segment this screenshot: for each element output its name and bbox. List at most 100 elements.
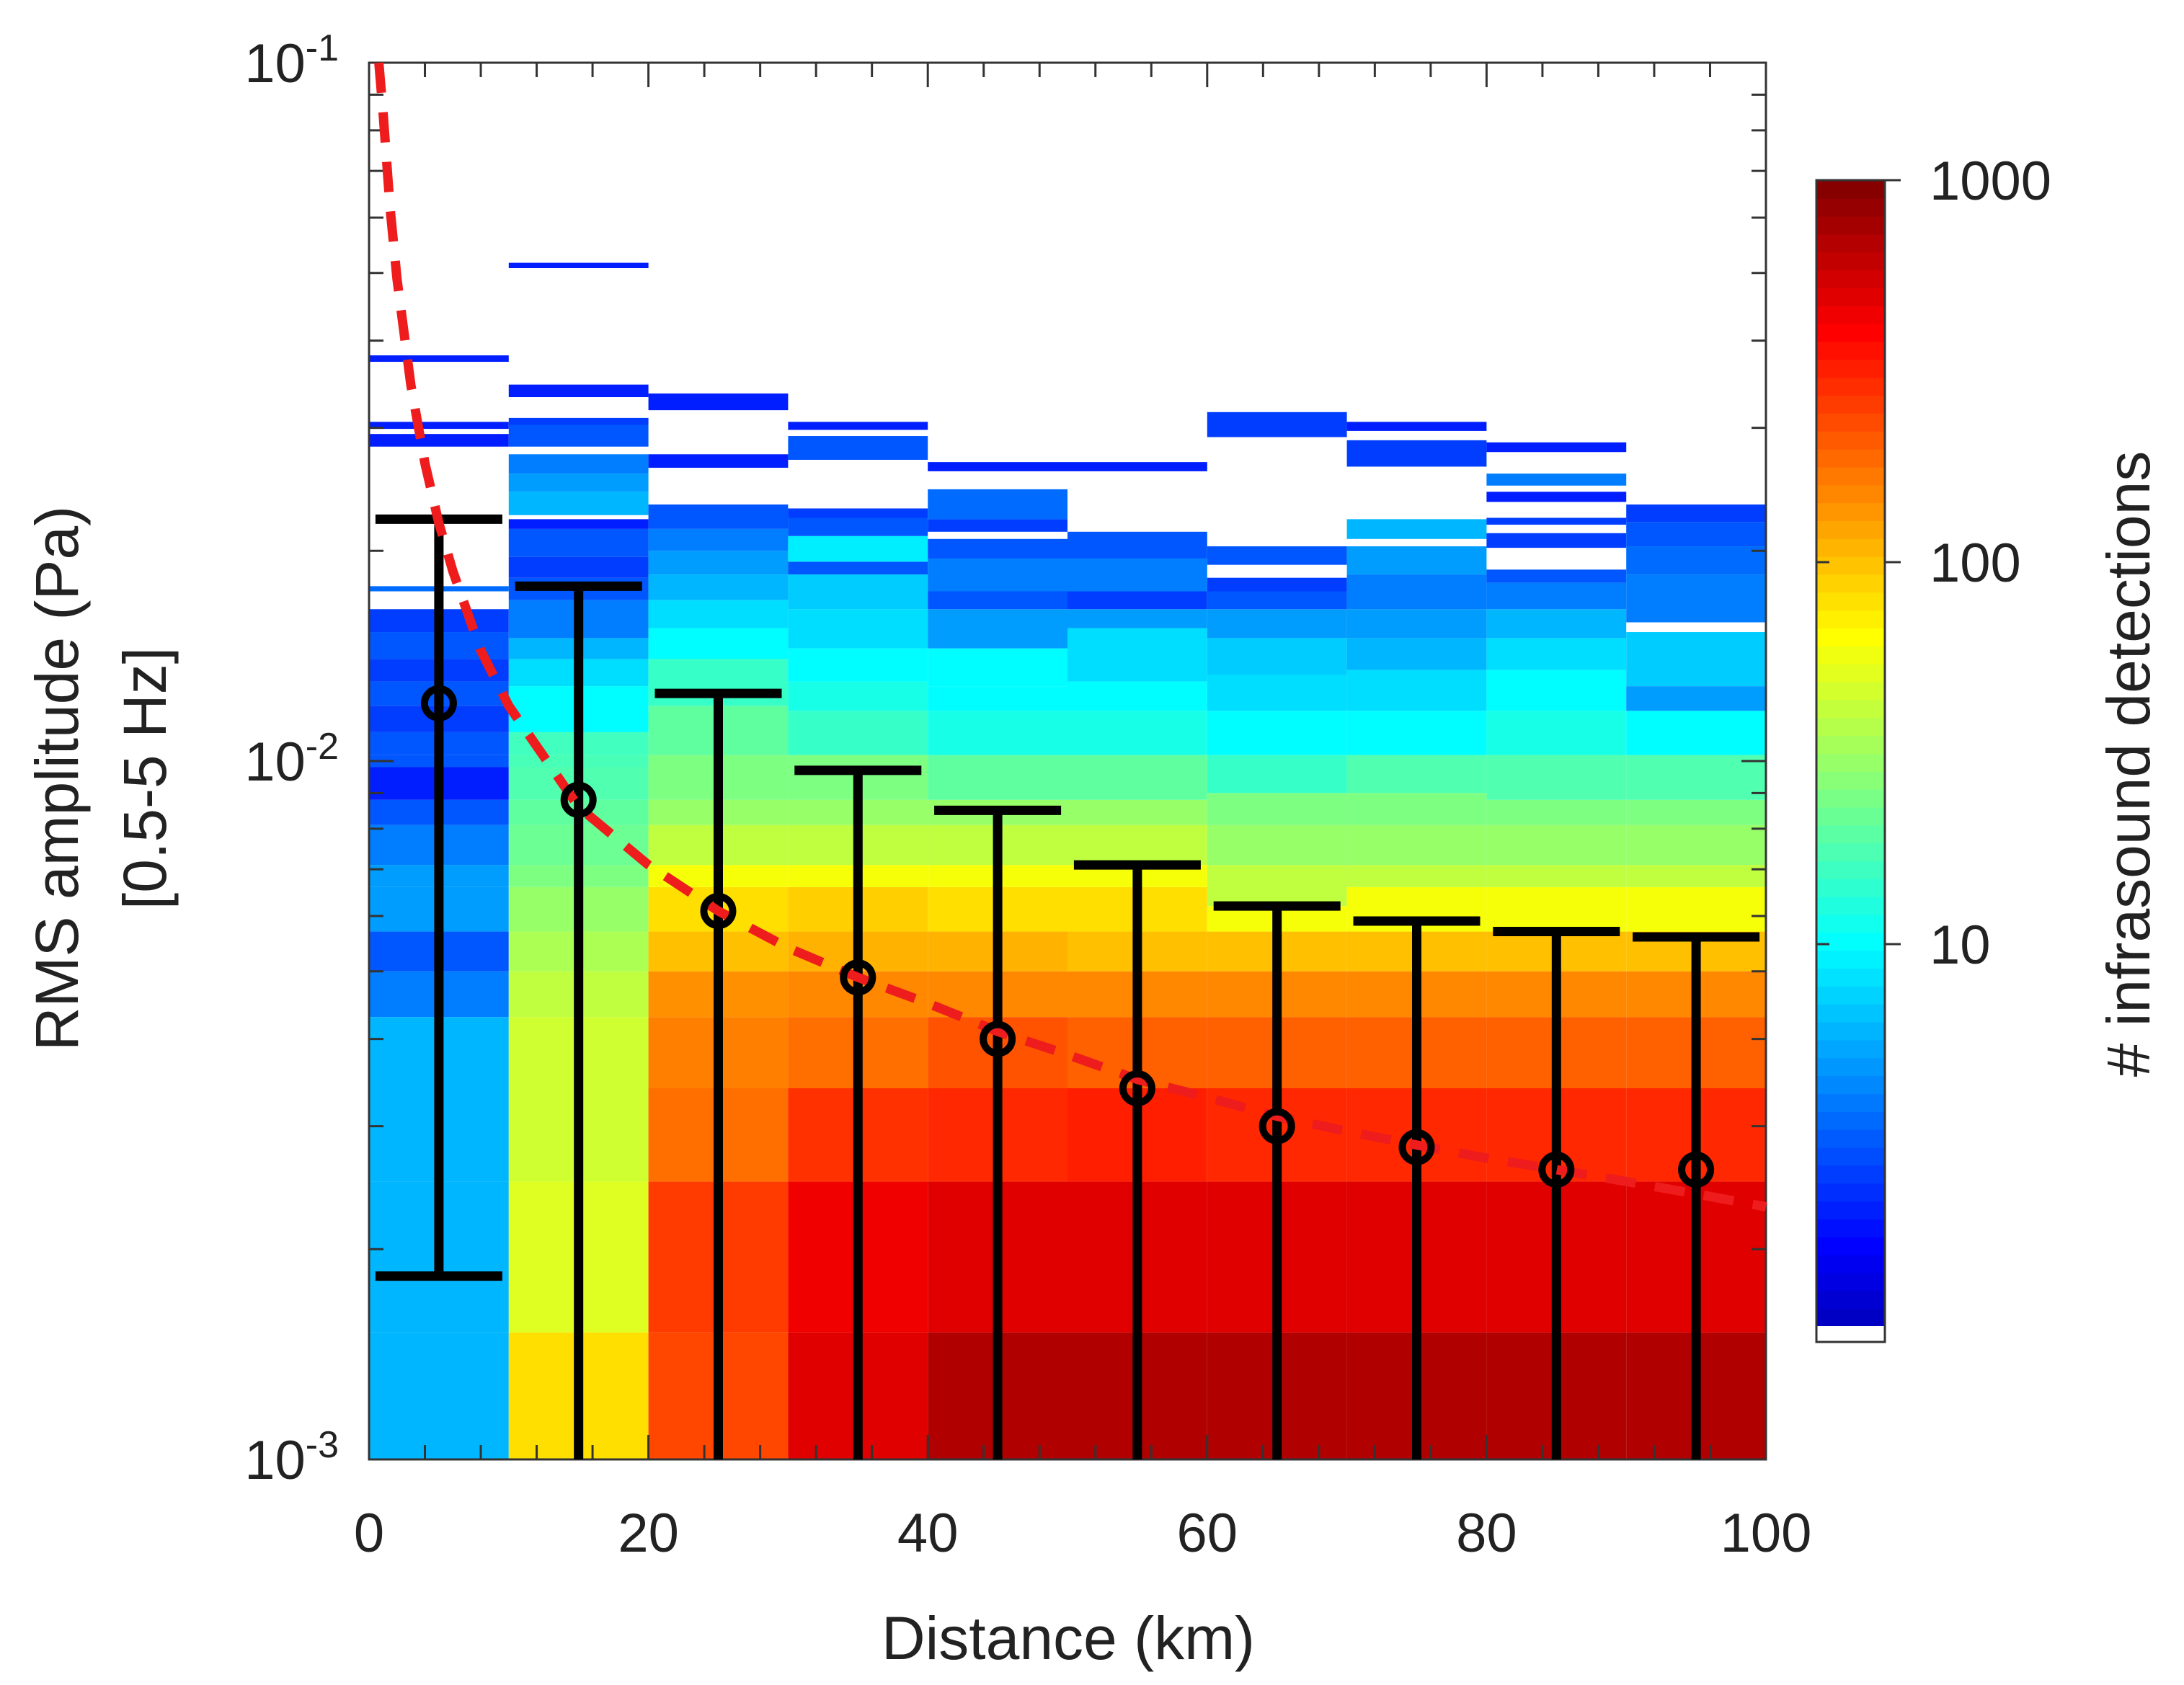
heatmap-cell bbox=[928, 648, 1067, 687]
heatmap-cell bbox=[1626, 799, 1766, 825]
colorbar-segment bbox=[1816, 1003, 1885, 1023]
heatmap-cell bbox=[788, 561, 928, 575]
colorbar-segment bbox=[1816, 430, 1885, 450]
heatmap-cell bbox=[1207, 865, 1347, 907]
colorbar-segment bbox=[1816, 1129, 1885, 1148]
colorbar-segment bbox=[1816, 556, 1885, 575]
heatmap-cell bbox=[1346, 574, 1487, 610]
colorbar-tick-label: 10 bbox=[1930, 915, 1991, 976]
heatmap-cell bbox=[928, 519, 1067, 532]
colorbar-segment bbox=[1816, 1021, 1885, 1041]
colorbar-segment bbox=[1816, 968, 1885, 987]
heatmap-cell bbox=[1486, 799, 1627, 825]
heatmap-cell bbox=[1626, 755, 1766, 800]
heatmap-cell bbox=[1067, 558, 1207, 592]
colorbar-segment bbox=[1816, 896, 1885, 915]
colorbar-segment bbox=[1816, 663, 1885, 683]
heatmap-cell bbox=[1067, 711, 1207, 755]
heatmap-cell bbox=[1626, 686, 1766, 711]
heatmap-cell bbox=[788, 574, 928, 610]
colorbar-segment bbox=[1816, 770, 1885, 790]
heatmap-cell bbox=[1346, 638, 1487, 670]
median-markers bbox=[420, 685, 1715, 1188]
heatmap-cell bbox=[1346, 440, 1487, 467]
heatmap-cell bbox=[508, 556, 649, 578]
colorbar-segment bbox=[1816, 788, 1885, 808]
heatmap-cell bbox=[1626, 632, 1766, 687]
colorbar-segment bbox=[1816, 1057, 1885, 1077]
heatmap-cell bbox=[1626, 504, 1766, 523]
median-marker bbox=[700, 893, 737, 930]
heatmap-cell bbox=[648, 393, 789, 411]
colorbar-tick-label: 100 bbox=[1930, 533, 2021, 594]
heatmap-cell bbox=[928, 711, 1067, 755]
fit-line bbox=[374, 62, 1767, 1211]
median-marker bbox=[840, 959, 876, 996]
colorbar-segment bbox=[1816, 502, 1885, 522]
y-axis-label-line2: [0.5-5 Hz] bbox=[111, 647, 179, 910]
heatmap-cell bbox=[788, 422, 928, 430]
heatmap-cell bbox=[1207, 609, 1347, 639]
colorbar-segment bbox=[1816, 234, 1885, 253]
x-tick-label: 60 bbox=[1177, 1503, 1238, 1564]
median-marker bbox=[980, 1021, 1016, 1057]
colorbar-tick-label: 1000 bbox=[1930, 151, 2051, 212]
heatmap-cell bbox=[1346, 865, 1487, 887]
colorbar-segment bbox=[1816, 1290, 1885, 1310]
colorbar-segment bbox=[1816, 842, 1885, 862]
heatmap-cell bbox=[788, 436, 928, 461]
x-tick-label: 100 bbox=[1721, 1503, 1812, 1564]
colorbar-segment bbox=[1816, 932, 1885, 951]
tick-labels: 0 20 40 60 80 100 10-3 10-2 10-1 bbox=[244, 27, 1811, 1564]
heatmap-cell bbox=[1486, 609, 1627, 639]
colorbar-segment bbox=[1816, 288, 1885, 306]
error-bars bbox=[375, 514, 1760, 1459]
colorbar-segment bbox=[1816, 180, 1885, 199]
y-tick-label: 10-2 bbox=[244, 726, 339, 793]
x-axis-label: Distance (km) bbox=[882, 1604, 1255, 1672]
heatmap-cell bbox=[1346, 755, 1487, 793]
colorbar-segment bbox=[1816, 1147, 1885, 1166]
heatmap-cell bbox=[1486, 582, 1627, 610]
heatmap-cell bbox=[1346, 546, 1487, 575]
heatmap-cell bbox=[1346, 422, 1487, 431]
heatmap-cell bbox=[1626, 546, 1766, 575]
colorbar-segment bbox=[1816, 985, 1885, 1005]
heatmap-cell bbox=[1067, 755, 1207, 800]
heatmap-cell bbox=[788, 609, 928, 649]
heatmap-cell bbox=[1346, 824, 1487, 866]
heatmap-cell bbox=[1626, 522, 1766, 547]
colorbar-segment bbox=[1816, 592, 1885, 611]
median-marker bbox=[1398, 1129, 1435, 1165]
heatmap-cell bbox=[1346, 519, 1487, 539]
heatmap-cell bbox=[928, 489, 1067, 520]
colorbar-segment bbox=[1816, 914, 1885, 933]
heatmap-cell bbox=[1346, 670, 1487, 711]
heatmap-cell bbox=[369, 1332, 509, 1459]
heatmap-cell bbox=[369, 355, 509, 363]
median-marker bbox=[560, 781, 597, 818]
heatmap-cell bbox=[1067, 681, 1207, 711]
heatmap-cell bbox=[788, 517, 928, 536]
colorbar-segment bbox=[1816, 448, 1885, 468]
heatmap-cell bbox=[1486, 474, 1627, 486]
median-marker bbox=[420, 685, 457, 721]
heatmap-cell bbox=[788, 711, 928, 755]
colorbar-segment bbox=[1816, 753, 1885, 772]
colorbar-segment bbox=[1816, 1236, 1885, 1255]
colorbar-segment bbox=[1816, 270, 1885, 289]
colorbar-segment bbox=[1816, 699, 1885, 719]
heatmap-cell bbox=[508, 492, 649, 515]
heatmap-cell bbox=[508, 384, 649, 398]
colorbar-segment bbox=[1816, 574, 1885, 593]
heatmap-cell bbox=[1486, 638, 1627, 670]
heatmap-cell bbox=[788, 648, 928, 682]
heatmap-cell bbox=[1346, 609, 1487, 639]
colorbar-segment bbox=[1816, 717, 1885, 737]
colorbar-segment bbox=[1816, 610, 1885, 629]
colorbar-segment bbox=[1816, 377, 1885, 396]
heatmap-cell bbox=[1207, 711, 1347, 755]
heatmap-cell bbox=[1207, 674, 1347, 711]
colorbar-segment bbox=[1816, 1308, 1885, 1327]
